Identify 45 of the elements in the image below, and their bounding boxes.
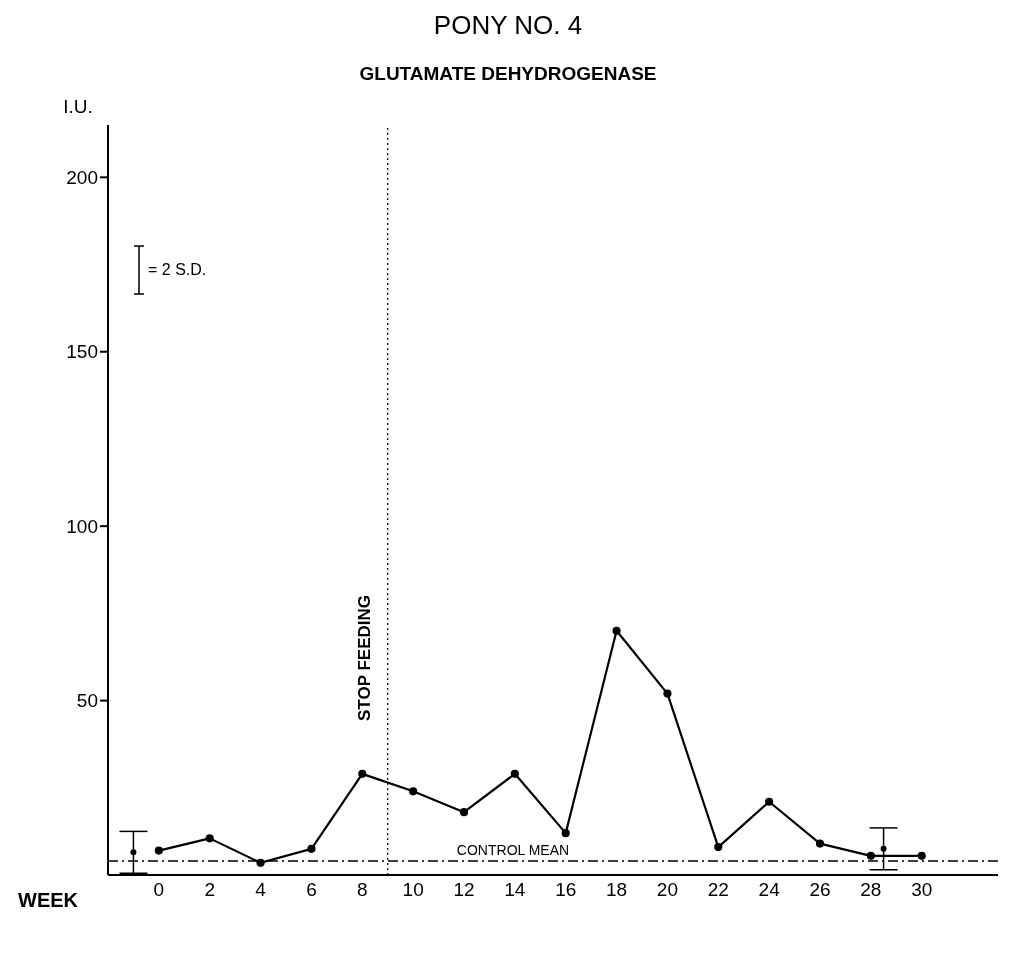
point	[205, 834, 214, 843]
x-tick-label: 22	[707, 879, 729, 901]
x-tick-label: 12	[453, 879, 475, 901]
point	[880, 845, 887, 852]
annotation: = 2 S.D.	[148, 261, 207, 279]
ref-line-label: CONTROL MEAN	[456, 842, 570, 859]
x-tick-label: 10	[402, 879, 424, 901]
point	[815, 839, 825, 848]
y-axis-title: I.U.	[63, 96, 93, 117]
point	[459, 808, 469, 817]
x-tick-label: 14	[504, 879, 526, 901]
x-tick-label: 26	[809, 879, 831, 901]
x-tick-label: 30	[911, 879, 933, 901]
chart-subtitle: GLUTAMATE DEHYDROGENASE	[358, 63, 658, 85]
point	[409, 787, 418, 796]
point	[154, 846, 163, 855]
y-tick-label: 50	[76, 690, 98, 712]
y-tick-label: 200	[66, 167, 98, 189]
x-tick-label: 0	[153, 879, 165, 901]
point	[612, 626, 621, 635]
point	[256, 858, 265, 867]
x-tick-label: 8	[357, 879, 368, 901]
x-tick-label: 4	[255, 879, 267, 901]
x-tick-label: 24	[758, 879, 781, 901]
point	[663, 689, 672, 698]
chart-title: PONY NO. 4	[432, 10, 584, 41]
point	[714, 842, 723, 852]
point	[866, 851, 875, 860]
y-tick-label: 150	[66, 341, 98, 363]
x-tick-label: 28	[860, 879, 882, 901]
x-tick-label: 18	[606, 879, 628, 901]
ref-line-label: STOP FEEDING	[354, 595, 374, 721]
x-axis-title: WEEK	[18, 889, 79, 912]
point	[307, 844, 316, 853]
x-tick-label: 16	[555, 879, 577, 901]
y-tick-label: 100	[66, 515, 98, 537]
point	[561, 829, 570, 838]
point	[358, 769, 367, 778]
point	[765, 797, 774, 806]
point	[510, 769, 519, 778]
x-tick-label: 20	[656, 879, 678, 901]
point	[917, 851, 926, 860]
point	[130, 849, 137, 856]
x-tick-label: 6	[306, 879, 317, 901]
x-tick-label: 2	[204, 879, 215, 901]
